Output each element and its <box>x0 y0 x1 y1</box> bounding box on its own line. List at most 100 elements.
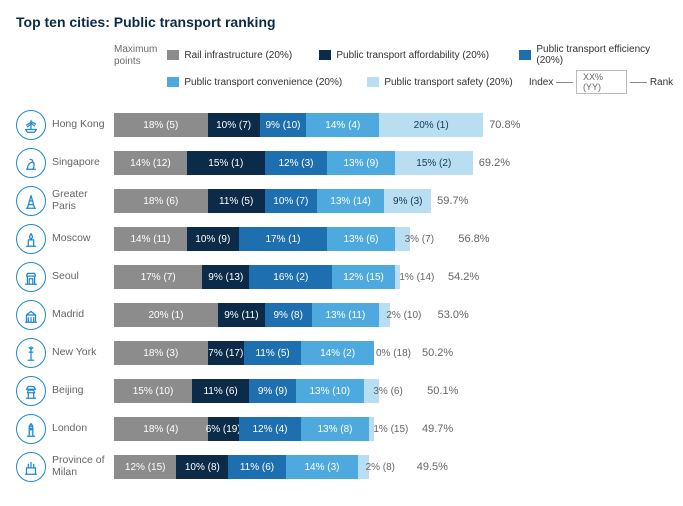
bar-segment-rail: 20% (1) <box>114 303 218 327</box>
legend-index-key: IndexXX% (YY)Rank <box>529 70 673 94</box>
bar-segment-eff: 9% (10) <box>260 113 307 137</box>
city-icon <box>16 110 46 140</box>
bar-zone: 17% (7)9% (13)16% (2)12% (15)1% (14)54.2… <box>114 265 667 289</box>
bar-segment-eff: 11% (5) <box>244 341 301 365</box>
bar-segment-rail: 18% (3) <box>114 341 208 365</box>
legend-swatch <box>319 50 331 60</box>
bar-segment-conv: 14% (2) <box>301 341 374 365</box>
city-label: Beijing <box>52 385 114 397</box>
stacked-bar: 15% (10)11% (6)9% (9)13% (10)3% (6) <box>114 379 379 403</box>
city-label: Seoul <box>52 271 114 283</box>
bar-segment-conv: 13% (9) <box>327 151 395 175</box>
bar-segment-rail: 12% (15) <box>114 455 176 479</box>
city-icon <box>16 300 46 330</box>
bar-segment-eff: 16% (2) <box>249 265 332 289</box>
legend-swatch <box>167 50 179 60</box>
bar-segment-eff: 9% (8) <box>265 303 312 327</box>
city-label: Madrid <box>52 309 114 321</box>
city-total: 69.2% <box>479 157 510 169</box>
bar-zone: 18% (6)11% (5)10% (7)13% (14)9% (3)59.7% <box>114 189 667 213</box>
bar-segment-afford: 10% (7) <box>208 113 260 137</box>
city-total: 49.5% <box>417 461 448 473</box>
bar-segment-afford: 10% (9) <box>187 227 239 251</box>
city-row: Seoul17% (7)9% (13)16% (2)12% (15)1% (14… <box>16 262 667 292</box>
bar-segment-afford: 15% (1) <box>187 151 265 175</box>
legend-label: Rail infrastructure (20%) <box>184 50 292 61</box>
city-icon <box>16 148 46 178</box>
bar-segment-conv: 13% (14) <box>317 189 385 213</box>
bar-segment-safe: 1% (14) <box>395 265 400 289</box>
stacked-bar: 18% (3)7% (17)11% (5)14% (2)0% (18) <box>114 341 374 365</box>
city-total: 70.8% <box>489 119 520 131</box>
city-label: New York <box>52 347 114 359</box>
bar-segment-afford: 11% (6) <box>192 379 249 403</box>
bar-zone: 12% (15)10% (8)11% (6)14% (3)2% (8)49.5% <box>114 455 667 479</box>
bar-zone: 18% (5)10% (7)9% (10)14% (4)20% (1)70.8% <box>114 113 667 137</box>
city-label: Greater Paris <box>52 189 114 212</box>
bar-segment-rail: 14% (12) <box>114 151 187 175</box>
bar-segment-afford: 9% (11) <box>218 303 265 327</box>
bar-segment-rail: 18% (4) <box>114 417 208 441</box>
legend-swatch <box>519 50 531 60</box>
bar-segment-conv: 13% (6) <box>327 227 395 251</box>
city-label: Province of Milan <box>52 455 114 478</box>
legend-swatch <box>167 77 179 87</box>
chart-title: Top ten cities: Public transport ranking <box>16 14 667 30</box>
legend-label: Public transport affordability (20%) <box>336 50 489 61</box>
bar-zone: 14% (11)10% (9)17% (1)13% (6)3% (7) 56.8% <box>114 227 667 251</box>
bar-zone: 20% (1)9% (11)9% (8)13% (11)2% (10) 53.0% <box>114 303 667 327</box>
city-icon <box>16 376 46 406</box>
city-row: Moscow14% (11)10% (9)17% (1)13% (6)3% (7… <box>16 224 667 254</box>
bar-segment-afford: 9% (13) <box>202 265 249 289</box>
legend-max-label: Maximum points <box>114 44 157 94</box>
city-row: Hong Kong18% (5)10% (7)9% (10)14% (4)20%… <box>16 110 667 140</box>
stacked-bar: 18% (4)6% (19)12% (4)13% (8)1% (15) <box>114 417 374 441</box>
city-icon <box>16 262 46 292</box>
legend-max-1: Maximum <box>114 44 157 55</box>
bar-zone: 14% (12)15% (1)12% (3)13% (9)15% (2)69.2… <box>114 151 667 175</box>
legend-rows: Rail infrastructure (20%) Public transpor… <box>167 44 673 94</box>
bar-segment-afford: 6% (19) <box>208 417 239 441</box>
bar-segment-eff: 10% (7) <box>265 189 317 213</box>
bar-segment-conv: 13% (8) <box>301 417 369 441</box>
bar-segment-safe: 2% (10) <box>379 303 389 327</box>
legend-label: Public transport convenience (20%) <box>184 77 342 88</box>
legend: Maximum points Rail infrastructure (20%)… <box>114 44 667 94</box>
city-total: 59.7% <box>437 195 468 207</box>
city-row: Greater Paris18% (6)11% (5)10% (7)13% (1… <box>16 186 667 216</box>
legend-item: Public transport convenience (20%) <box>167 77 359 88</box>
bar-segment-conv: 13% (11) <box>312 303 380 327</box>
bar-segment-conv: 12% (15) <box>332 265 394 289</box>
bar-segment-rail: 14% (11) <box>114 227 187 251</box>
bar-segment-safe: 9% (3) <box>384 189 431 213</box>
city-row: Singapore14% (12)15% (1)12% (3)13% (9)15… <box>16 148 667 178</box>
city-label: Moscow <box>52 233 114 245</box>
bar-segment-rail: 15% (10) <box>114 379 192 403</box>
city-total: 56.8% <box>458 233 489 245</box>
city-icon <box>16 224 46 254</box>
city-row: Province of Milan12% (15)10% (8)11% (6)1… <box>16 452 667 482</box>
bar-segment-safe: 2% (8) <box>358 455 368 479</box>
legend-item: Rail infrastructure (20%) <box>167 50 311 61</box>
city-total: 53.0% <box>438 309 469 321</box>
bar-segment-safe: 3% (7) <box>395 227 411 251</box>
chart-rows: Hong Kong18% (5)10% (7)9% (10)14% (4)20%… <box>16 110 667 482</box>
bar-segment-conv: 13% (10) <box>296 379 364 403</box>
bar-segment-safe: 20% (1) <box>379 113 483 137</box>
bar-zone: 18% (4)6% (19)12% (4)13% (8)1% (15) 49.7% <box>114 417 667 441</box>
city-total: 50.2% <box>422 347 453 359</box>
legend-swatch <box>367 77 379 87</box>
legend-label: Public transport safety (20%) <box>384 77 512 88</box>
city-label: Singapore <box>52 157 114 169</box>
city-icon <box>16 338 46 368</box>
bar-segment-afford: 7% (17) <box>208 341 244 365</box>
city-total: 49.7% <box>422 423 453 435</box>
city-row: London18% (4)6% (19)12% (4)13% (8)1% (15… <box>16 414 667 444</box>
city-icon <box>16 414 46 444</box>
stacked-bar: 14% (11)10% (9)17% (1)13% (6)3% (7) <box>114 227 410 251</box>
legend-label: Public transport efficiency (20%) <box>536 44 673 66</box>
legend-item: Public transport affordability (20%) <box>319 50 511 61</box>
city-icon <box>16 452 46 482</box>
city-label: Hong Kong <box>52 119 114 131</box>
bar-segment-afford: 11% (5) <box>208 189 265 213</box>
